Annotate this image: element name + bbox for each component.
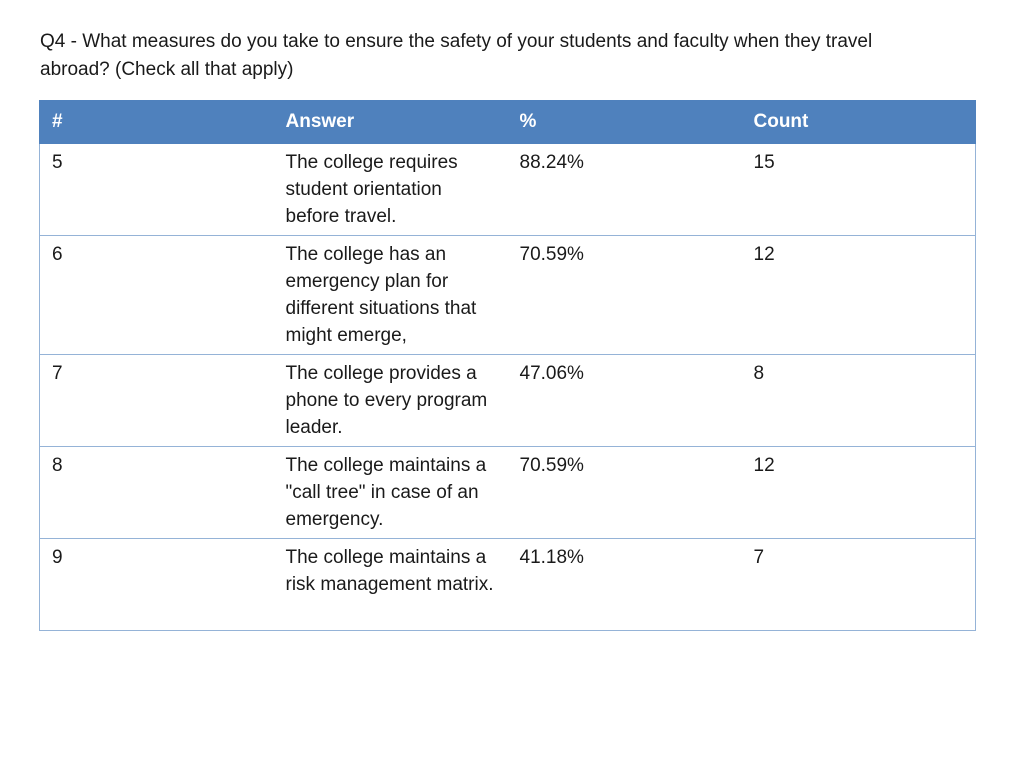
cell-answer: The college maintains a "call tree" in c…	[273, 446, 508, 539]
cell-number: 7	[39, 354, 274, 447]
cell-number: 5	[39, 143, 274, 236]
cell-answer: The college provides a phone to every pr…	[273, 354, 508, 447]
table-row: 5 The college requires student orientati…	[39, 143, 976, 236]
cell-number: 9	[39, 538, 274, 631]
cell-percent: 47.06%	[507, 354, 742, 447]
cell-percent: 70.59%	[507, 446, 742, 539]
table-row: 8 The college maintains a "call tree" in…	[39, 446, 976, 539]
cell-number: 6	[39, 235, 274, 355]
header-answer: Answer	[273, 100, 508, 144]
cell-percent: 88.24%	[507, 143, 742, 236]
cell-answer: The college maintains a risk management …	[273, 538, 508, 631]
cell-count: 7	[741, 538, 976, 631]
cell-percent: 70.59%	[507, 235, 742, 355]
table-row: 9 The college maintains a risk managemen…	[39, 538, 976, 631]
cell-count: 15	[741, 143, 976, 236]
header-count: Count	[741, 100, 976, 144]
header-percent: %	[507, 100, 742, 144]
question-title: Q4 - What measures do you take to ensure…	[40, 31, 873, 80]
results-table: # Answer % Count 5 The college requires …	[39, 100, 976, 631]
cell-percent: 41.18%	[507, 538, 742, 631]
cell-count: 12	[741, 446, 976, 539]
cell-answer: The college requires student orientation…	[273, 143, 508, 236]
cell-count: 8	[741, 354, 976, 447]
header-number: #	[39, 100, 274, 144]
cell-count: 12	[741, 235, 976, 355]
table-row: 6 The college has an emergency plan for …	[39, 235, 976, 355]
table-row: 7 The college provides a phone to every …	[39, 354, 976, 447]
table-header-row: # Answer % Count	[39, 100, 976, 144]
cell-answer: The college has an emergency plan for di…	[273, 235, 508, 355]
cell-number: 8	[39, 446, 274, 539]
